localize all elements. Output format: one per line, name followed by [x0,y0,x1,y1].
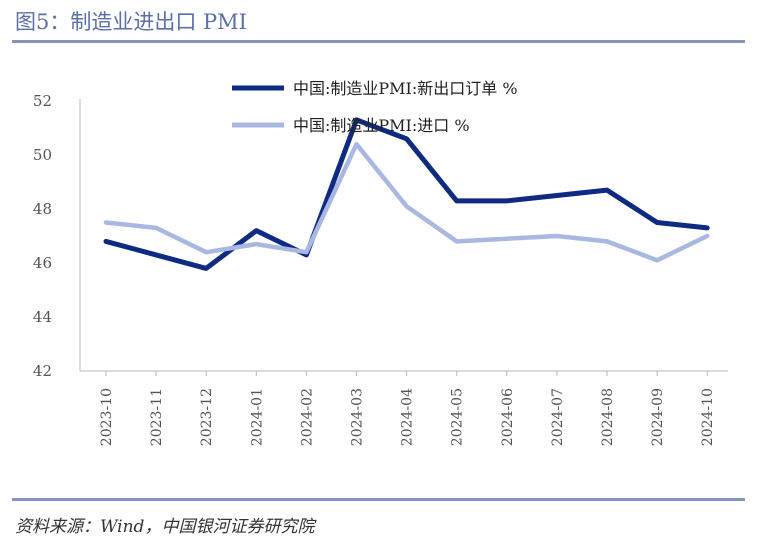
chart-axes: 42 44 46 48 50 52 2023-10 2023-11 2023-12 2024-01… [33,92,728,446]
x-tick-label: 2024-09 [650,388,666,446]
x-tick-label: 2024-05 [450,388,466,446]
x-tick-label: 2024-06 [500,388,516,446]
x-tick-label: 2024-03 [350,388,366,446]
x-tick-label: 2023-10 [99,388,115,446]
bottom-rule [12,498,745,501]
x-tick-label: 2023-11 [149,388,165,446]
legend-label-1: 中国:制造业PMI:新出口订单 % [293,79,518,98]
series-line-1 [103,117,710,271]
x-tick-label: 2024-07 [550,388,566,446]
x-tick-label: 2024-08 [600,388,616,446]
x-tick-label: 2024-01 [249,388,265,446]
y-tick-label: 44 [33,308,52,326]
x-tick-label: 2024-04 [400,388,416,446]
y-tick-label: 42 [33,362,52,380]
y-tick-label: 48 [33,200,52,218]
y-tick-label: 52 [33,92,52,110]
x-tick-label: 2024-10 [700,388,716,446]
figure-title: 图5：制造业进出口 PMI [15,10,247,34]
chart-series [103,117,710,271]
x-tick-label: 2024-02 [299,388,315,446]
chart-legend: 中国:制造业PMI:新出口订单 % 中国:制造业PMI:进口 % [232,79,518,135]
series-line-2 [103,141,710,263]
source-note: 资料来源：Wind，中国银河证券研究院 [15,517,315,537]
top-rule [12,40,745,43]
y-tick-label: 50 [33,146,52,164]
y-tick-label: 46 [33,254,52,272]
legend-label-2: 中国:制造业PMI:进口 % [293,116,470,135]
x-tick-label: 2023-12 [199,388,215,446]
